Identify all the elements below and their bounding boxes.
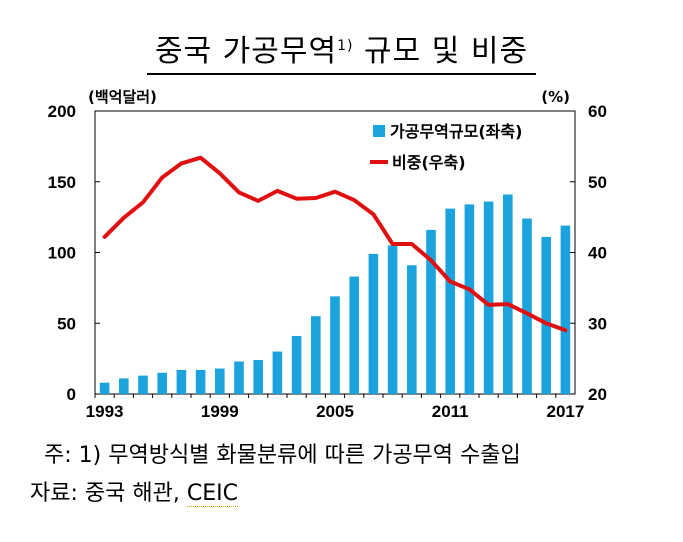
right-axis-tick-label: 50 xyxy=(588,173,607,192)
legend-bar-swatch xyxy=(373,125,385,137)
bar xyxy=(560,225,571,394)
bar xyxy=(483,201,494,394)
bar xyxy=(138,375,148,394)
footnote: 주: 1) 무역방식별 화물분류에 따른 가공무역 수출입 xyxy=(44,443,521,468)
right-axis-tick-label: 60 xyxy=(588,102,607,121)
chart-line xyxy=(102,155,568,333)
legend-bar-label: 가공무역규모(좌축) xyxy=(390,122,522,141)
bar xyxy=(234,361,244,394)
bar xyxy=(464,204,475,394)
chart-legend: 가공무역규모(좌축) 비중(우축) xyxy=(370,122,522,172)
bar xyxy=(215,368,225,394)
right-axis-tick-label: 30 xyxy=(588,314,607,333)
x-axis-tick-label: 1999 xyxy=(201,402,239,421)
legend-line-label: 비중(우축) xyxy=(392,153,466,172)
bar xyxy=(503,194,513,394)
left-axis-tick-label: 200 xyxy=(48,102,76,121)
chart-bars xyxy=(99,194,571,394)
bar xyxy=(349,276,359,394)
right-axis-tick-label: 40 xyxy=(588,244,607,263)
bar xyxy=(330,296,340,394)
title-rest: 규모 및 비중 xyxy=(353,34,529,69)
x-axis-tick-label: 2005 xyxy=(316,402,354,421)
bar xyxy=(407,265,417,394)
bar xyxy=(311,316,321,394)
source-name: CEIC xyxy=(186,481,238,507)
chart-axes: 0 50 100 150 200 20 30 40 50 60 (백억달러) (%) 1993 1999 2… xyxy=(48,88,607,421)
x-axis-tick-label: 2017 xyxy=(546,402,584,421)
source-line: 자료: 중국 해관, CEIC xyxy=(30,475,238,507)
x-axis-tick-label: 1993 xyxy=(86,402,124,421)
title-main: 중국 가공무역 xyxy=(154,34,338,69)
bar xyxy=(522,218,532,394)
bar xyxy=(426,229,436,394)
chart-title: 중국 가공무역1) 규모 및 비중 xyxy=(0,26,683,75)
right-axis-unit-label: (%) xyxy=(541,88,570,106)
bar xyxy=(387,245,398,394)
left-axis-tick-label: 50 xyxy=(57,314,76,333)
bar xyxy=(253,360,263,394)
bar xyxy=(368,253,379,394)
bar xyxy=(195,369,206,394)
bar xyxy=(291,335,302,394)
title-footnote-marker: 1) xyxy=(337,38,354,54)
left-axis-tick-label: 100 xyxy=(48,244,76,263)
source-prefix: 자료: 중국 해관, xyxy=(30,481,187,506)
bar xyxy=(541,236,551,394)
bar xyxy=(99,382,110,394)
bar xyxy=(272,351,283,394)
left-axis-tick-label: 0 xyxy=(67,385,76,404)
right-axis-tick-label: 20 xyxy=(588,385,607,404)
x-axis-tick-label: 2011 xyxy=(432,402,469,421)
left-axis-unit-label: (백억달러) xyxy=(88,88,157,106)
chart-plot: 0 50 100 150 200 20 30 40 50 60 (백억달러) (%) 1993 1999 2… xyxy=(48,88,607,421)
bar xyxy=(119,378,129,394)
bar xyxy=(157,372,167,394)
bar xyxy=(445,208,455,394)
left-axis-tick-label: 150 xyxy=(48,173,76,192)
chart-title-text: 중국 가공무역1) 규모 및 비중 xyxy=(146,34,537,75)
bar xyxy=(176,369,187,394)
